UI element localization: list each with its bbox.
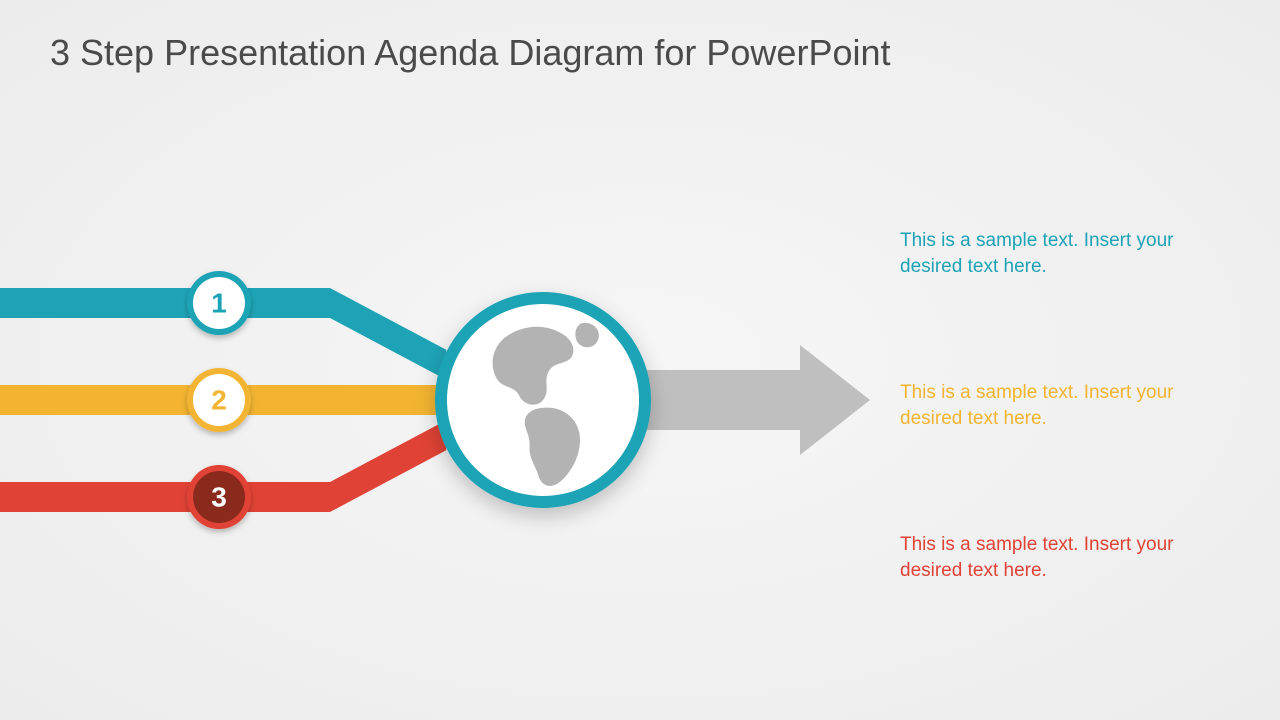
step-description-1: This is a sample text. Insert your desir… bbox=[900, 228, 1200, 279]
step-number-3: 3 bbox=[211, 482, 227, 513]
step-circle-1: 1 bbox=[187, 271, 251, 335]
globe-icon bbox=[435, 292, 651, 508]
diagram-stage: 1 2 3 bbox=[0, 0, 1280, 720]
step-description-2: This is a sample text. Insert your desir… bbox=[900, 380, 1200, 431]
step-description-3: This is a sample text. Insert your desir… bbox=[900, 532, 1200, 583]
step-number-1: 1 bbox=[211, 288, 227, 319]
step-circle-3: 3 bbox=[187, 465, 251, 529]
step-number-2: 2 bbox=[211, 385, 227, 416]
output-arrow bbox=[640, 345, 870, 455]
step-circle-2: 2 bbox=[187, 368, 251, 432]
